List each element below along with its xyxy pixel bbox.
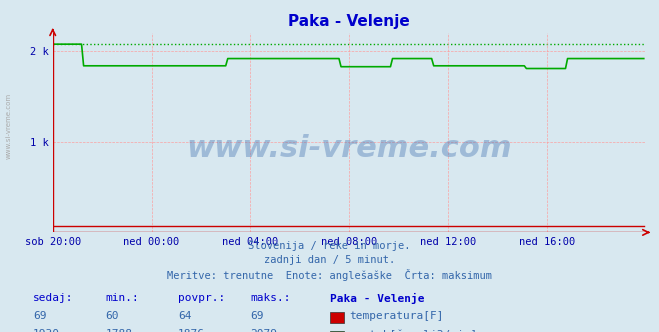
Text: 1788: 1788	[105, 329, 132, 332]
Text: 1930: 1930	[33, 329, 60, 332]
Text: 1876: 1876	[178, 329, 205, 332]
Text: Slovenija / reke in morje.: Slovenija / reke in morje.	[248, 241, 411, 251]
Text: 69: 69	[250, 311, 264, 321]
Text: 64: 64	[178, 311, 191, 321]
Text: Paka - Velenje: Paka - Velenje	[330, 293, 424, 304]
Text: Meritve: trenutne  Enote: anglešaške  Črta: maksimum: Meritve: trenutne Enote: anglešaške Črta…	[167, 269, 492, 281]
Text: www.si-vreme.com: www.si-vreme.com	[5, 93, 12, 159]
Text: min.:: min.:	[105, 293, 139, 303]
Text: 60: 60	[105, 311, 119, 321]
Text: zadnji dan / 5 minut.: zadnji dan / 5 minut.	[264, 255, 395, 265]
Text: www.si-vreme.com: www.si-vreme.com	[186, 134, 512, 163]
Text: temperatura[F]: temperatura[F]	[349, 311, 444, 321]
Text: 2079: 2079	[250, 329, 277, 332]
Text: sedaj:: sedaj:	[33, 293, 73, 303]
Text: pretok[čevelj3/min]: pretok[čevelj3/min]	[349, 329, 478, 332]
Text: povpr.:: povpr.:	[178, 293, 225, 303]
Text: 69: 69	[33, 311, 46, 321]
Title: Paka - Velenje: Paka - Velenje	[289, 14, 410, 29]
Text: maks.:: maks.:	[250, 293, 291, 303]
